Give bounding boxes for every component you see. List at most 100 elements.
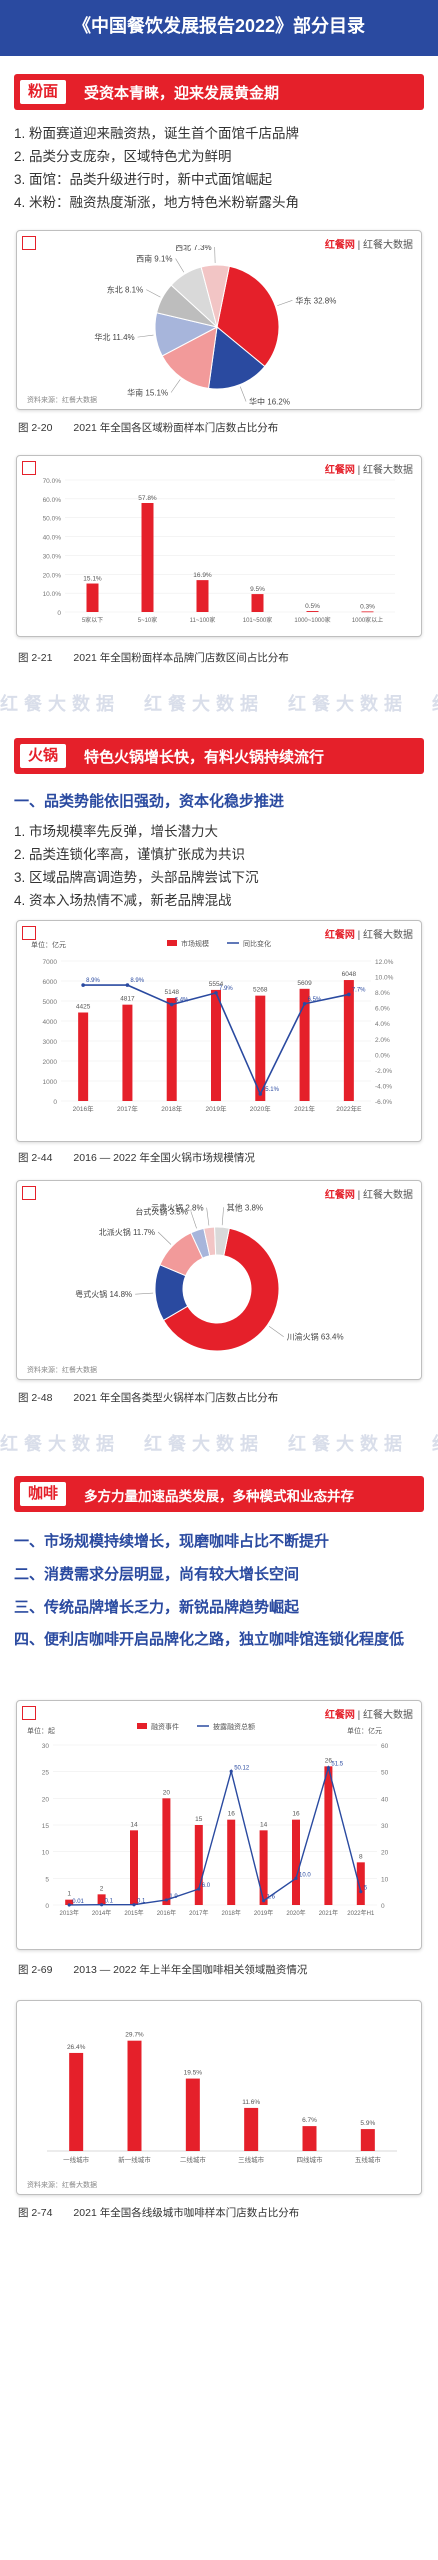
- line-label: 6.5%: [308, 997, 322, 1003]
- x-tick-label: 三线城市: [238, 2155, 265, 2164]
- y-tick-label: 10.0%: [43, 591, 62, 598]
- leader-line: [137, 334, 154, 338]
- line-label: 1.6: [267, 1895, 276, 1901]
- slice-label: 西北 7.3%: [175, 245, 211, 252]
- y-tick-label: 1000: [43, 1079, 58, 1086]
- y-tick-label: 60.0%: [43, 497, 62, 504]
- line-point: [262, 1899, 266, 1903]
- leader-line: [239, 386, 247, 402]
- y-tick-label: 2000: [43, 1059, 58, 1066]
- y2-tick-label: -6.0%: [375, 1099, 392, 1106]
- slice-label: 其他 3.8%: [227, 1202, 263, 1212]
- line-label: 0.01: [72, 1899, 84, 1905]
- y2-tick-label: 10.0%: [375, 975, 394, 982]
- x-tick-label: 1000~1000家: [294, 616, 330, 624]
- y2-tick-label: 12.0%: [375, 959, 394, 966]
- bar: [196, 580, 209, 612]
- bar: [65, 1899, 74, 1905]
- slice-label: 北派火锅 11.7%: [99, 1227, 155, 1237]
- bar: [324, 1766, 333, 1905]
- y2-tick-label: -4.0%: [375, 1083, 392, 1090]
- y-axis-label: 单位：起: [27, 1726, 55, 1735]
- subsection-heading: 三、传统品牌增长乏力，新锐品牌趋势崛起: [14, 1599, 300, 1616]
- pie-slice: [200, 264, 230, 328]
- data-label: 15: [195, 1816, 203, 1823]
- watermark: 红餐大数据 红餐大数据 红餐大数据 红餐大数据: [0, 1434, 438, 1454]
- bar: [130, 1830, 138, 1905]
- y-tick-label: 20: [42, 1796, 50, 1803]
- pie-slice: [214, 1226, 230, 1257]
- list-item: 4. 资本入场热情不减，新老品牌混战: [14, 893, 232, 908]
- chart-card-6: 26.4% 一线城市 29.7% 新一线城市 19.5% 二线城市 11.6% 三线城市 6.7…: [16, 2000, 422, 2195]
- x-tick-label: 5家以下: [82, 616, 103, 624]
- bar: [255, 995, 266, 1101]
- y2-tick-label: 50: [381, 1770, 389, 1777]
- section-banner-coffee: 咖啡 多方力量加速品类发展，多种模式和业态并存: [14, 1476, 424, 1512]
- data-label: 16.9%: [193, 572, 212, 579]
- list-item: 4. 米粉：融资热度渐涨，地方特色米粉崭露头角: [14, 195, 300, 210]
- line-point: [197, 1887, 201, 1891]
- watermark: 红餐大数据 红餐大数据 红餐大数据 红餐大数据: [0, 694, 438, 714]
- x-tick-label: 2021年: [319, 1909, 338, 1917]
- leader-line: [175, 258, 185, 273]
- list-item: 3. 面馆：品类升级进行时，新中式面馆崛起: [14, 172, 273, 187]
- y2-tick-label: 4.0%: [375, 1021, 390, 1028]
- slice-label: 华中 16.2%: [249, 397, 290, 405]
- list-item: 1. 市场规模率先反弹，增长潜力大: [14, 824, 219, 839]
- section-title: 多方力量加速品类发展，多种模式和业态并存: [84, 1489, 354, 1504]
- figure-caption: 图 2-48 2021 年全国各类型火锅样本门店数占比分布: [18, 1392, 279, 1404]
- bar: [185, 2078, 200, 2151]
- pie-chart-regions: 华东 32.8% 华中 16.2% 华南 15.1% 华北 11.4% 东北 8.1% 西…: [94, 245, 336, 405]
- line-label: -5.1%: [263, 1087, 279, 1093]
- y2-axis-label: 单位：亿元: [347, 1726, 382, 1735]
- data-label: 4817: [120, 996, 135, 1003]
- leader-line: [206, 1207, 210, 1226]
- data-label: 0.5%: [305, 603, 320, 610]
- line-point: [164, 1898, 168, 1902]
- data-label: 29.7%: [125, 2032, 144, 2039]
- figure-caption: 图 2-20 2021 年全国各区域粉面样本门店数占比分布: [18, 422, 279, 434]
- list-item: 1. 粉面赛道迎来融资热，诞生首个面馆千店品牌: [14, 126, 300, 141]
- line-series: [69, 1765, 362, 1906]
- x-tick-label: 101~500家: [243, 616, 273, 624]
- y-tick-label: 4000: [43, 1019, 58, 1026]
- brand-logo: 红餐网 | 红餐大数据: [324, 1710, 413, 1721]
- leader-line: [268, 1325, 284, 1337]
- data-label: 15.1%: [83, 576, 102, 583]
- bar-chart-store-range: 0 10.0% 20.0% 30.0% 40.0% 50.0% 60.0% 70.0% 15.1…: [43, 478, 395, 624]
- data-label: 26.4%: [67, 2044, 86, 2051]
- x-tick-label: 四线城市: [297, 2155, 324, 2164]
- y-tick-label: 0: [45, 1903, 49, 1910]
- legend-swatch: [137, 1723, 147, 1729]
- figure-caption: 图 2-69 2013 — 2022 年上半年全国咖啡相关领域融资情况: [18, 1964, 308, 1976]
- combo-chart-hotpot-market: 单位：亿元 市场规模 同比变化 0 1000 2000 3000 4000 5000 6000 70…: [31, 939, 394, 1113]
- y2-tick-label: 6.0%: [375, 1006, 390, 1013]
- y-axis-label: 单位：亿元: [31, 940, 66, 949]
- line-label: 0.1: [105, 1899, 114, 1905]
- y-tick-label: 0: [57, 610, 61, 617]
- bar: [356, 1862, 365, 1905]
- y-tick-label: 3000: [43, 1039, 58, 1046]
- brand-logo: 红餐网 | 红餐大数据: [324, 930, 413, 941]
- bar: [166, 998, 177, 1101]
- line-label: 6.4%: [175, 998, 189, 1004]
- y-tick-label: 0: [53, 1099, 57, 1106]
- bar: [69, 2052, 84, 2151]
- line-point: [67, 1903, 71, 1907]
- bar: [302, 2126, 317, 2151]
- x-tick-label: 2019年: [206, 1104, 227, 1113]
- data-label: 14: [130, 1821, 138, 1828]
- chart-card-2: 红餐网 | 红餐大数据 0 10.0% 20.0% 30.0% 40.0% 50.0% 60…: [16, 455, 422, 637]
- bar: [292, 1819, 300, 1905]
- data-label: 5.9%: [360, 2120, 375, 2127]
- list-item: 3. 区域品牌高调造势，头部品牌尝试下沉: [14, 870, 259, 885]
- y-tick-label: 25: [42, 1770, 50, 1777]
- y-tick-label: 30.0%: [43, 553, 62, 560]
- x-tick-label: 2021年: [294, 1104, 315, 1113]
- line-point: [229, 1769, 233, 1773]
- line-label: 10.0: [299, 1872, 311, 1878]
- line-label: 51.5: [331, 1762, 343, 1768]
- bar: [361, 611, 374, 613]
- leader-line: [146, 289, 161, 298]
